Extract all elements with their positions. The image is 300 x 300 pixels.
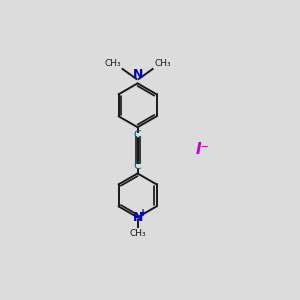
Text: CH₃: CH₃ [154, 59, 171, 68]
Text: C: C [134, 130, 142, 140]
Text: CH₃: CH₃ [104, 59, 121, 68]
Text: CH₃: CH₃ [129, 229, 146, 238]
Text: N: N [132, 211, 143, 224]
Text: I⁻: I⁻ [195, 142, 209, 157]
Text: C: C [134, 161, 142, 171]
Text: +: + [139, 208, 147, 218]
Text: N: N [132, 68, 143, 81]
